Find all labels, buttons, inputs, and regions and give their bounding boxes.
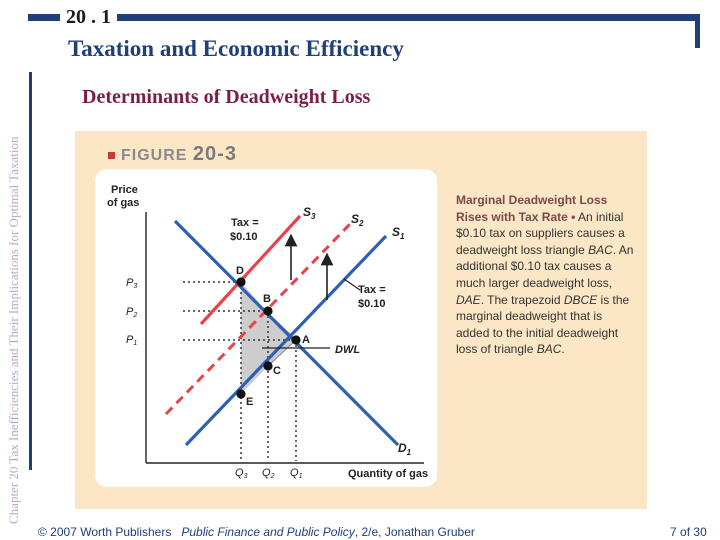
y-axis-label-line1: Price: [111, 184, 138, 196]
tax-pointer-line: [343, 278, 361, 291]
figure-bullet-icon: [108, 152, 115, 160]
page-current: 7: [670, 525, 677, 539]
caption-text-4: is the marginal deadweight that is added…: [456, 292, 630, 357]
label-point-e: E: [246, 396, 253, 408]
slide-title: Taxation and Economic Efficiency: [68, 36, 404, 61]
tax-lower-line2: $0.10: [358, 298, 386, 310]
supply-curve-s3: [199, 214, 302, 326]
caption-em-2: DAE: [456, 292, 481, 307]
label-q2: Q2: [262, 467, 275, 480]
tax-lower-line1: Tax =: [358, 284, 386, 296]
caption-text-1: An initial $0.10 tax on suppliers causes…: [456, 209, 625, 257]
point-d: [236, 277, 246, 287]
point-e: [236, 389, 246, 399]
page-number: 7 of 30: [670, 525, 707, 539]
figure-label-word: FIGURE: [121, 147, 188, 164]
title-rule: [28, 14, 700, 21]
demand-curve-d1: [173, 219, 400, 447]
caption-title: Marginal Deadweight Loss Rises with Tax …: [456, 193, 608, 224]
slide-subtitle: Determinants of Deadweight Loss: [82, 86, 371, 108]
footer: © 2007 Worth Publishers Public Finance a…: [38, 525, 475, 539]
label-point-d: D: [236, 265, 244, 277]
x-axis-label: Quantity of gas: [348, 468, 428, 480]
left-rule: [29, 72, 32, 470]
caption-text-2: . An additional $0.10 tax causes a much …: [456, 242, 634, 290]
figure-caption: Marginal Deadweight Loss Rises with Tax …: [456, 192, 634, 358]
caption-em-1: BAC: [588, 242, 613, 257]
label-p1: P1: [126, 334, 137, 347]
title-rule-end: [695, 14, 700, 48]
footer-book-title: Public Finance and Public Policy: [181, 525, 355, 539]
label-point-a: A: [302, 334, 310, 346]
y-axis-label-line2: of gas: [107, 197, 139, 209]
caption-em-3: DBCE: [563, 292, 598, 307]
figure-label: FIGURE 20-3: [108, 143, 237, 166]
label-s2: S2: [351, 212, 364, 228]
tax-upper-line2: $0.10: [230, 231, 258, 243]
label-d1: D1: [398, 441, 412, 457]
label-s3: S3: [303, 205, 316, 221]
point-c: [263, 361, 273, 371]
label-point-c: C: [273, 365, 281, 377]
section-number: 20 . 1: [60, 5, 117, 29]
point-a: [291, 335, 301, 345]
tax-upper-line1: Tax =: [231, 217, 259, 229]
page-separator: of: [680, 525, 691, 539]
caption-text-3: . The trapezoid: [480, 292, 561, 307]
label-p2: P2: [126, 306, 137, 319]
dwl-label: DWL: [335, 344, 360, 356]
caption-bullet: •: [571, 209, 576, 224]
caption-em-4: BAC: [536, 342, 562, 357]
supply-curve-s1: [184, 234, 388, 447]
label-point-b: B: [263, 293, 271, 305]
caption-text-5: .: [561, 342, 565, 357]
label-p3: P3: [126, 277, 137, 290]
point-b: [263, 306, 273, 316]
footer-copyright: © 2007 Worth Publishers: [38, 525, 172, 539]
label-s1: S1: [392, 225, 405, 241]
label-q3: Q3: [235, 467, 248, 480]
page-total: 30: [693, 525, 707, 539]
label-q1: Q1: [290, 467, 303, 480]
footer-edition: , 2/e, Jonathan Gruber: [354, 525, 475, 539]
figure-label-number: 20-3: [192, 143, 237, 165]
